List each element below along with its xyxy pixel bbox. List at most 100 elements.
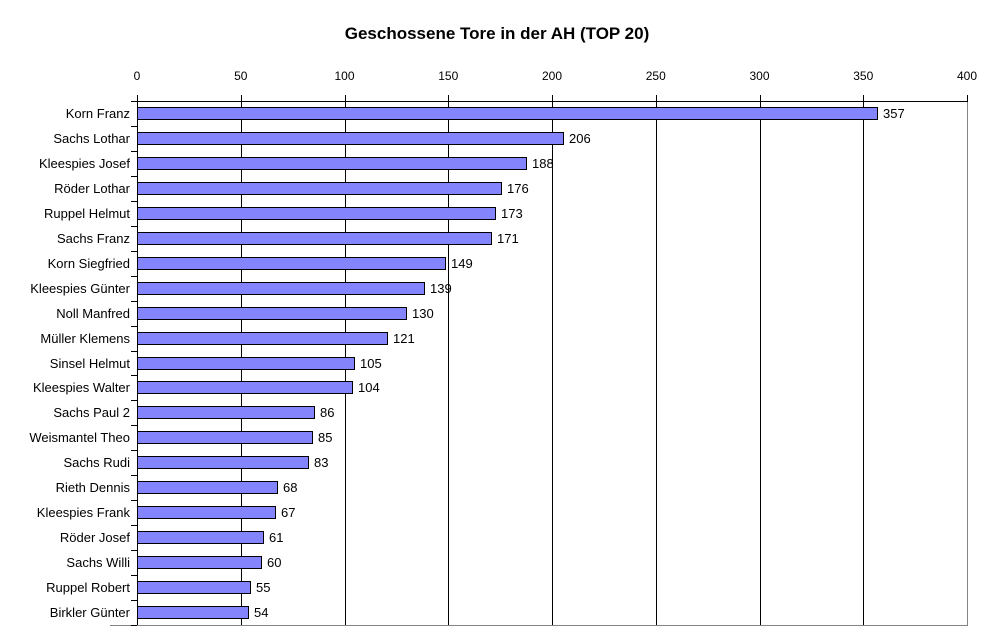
x-axis-tick-label: 250 <box>645 69 666 83</box>
value-label: 67 <box>281 505 296 520</box>
value-label: 357 <box>883 106 905 121</box>
value-label: 83 <box>314 455 329 470</box>
x-axis-tick-label: 150 <box>438 69 459 83</box>
chart-title: Geschossene Tore in der AH (TOP 20) <box>344 24 650 43</box>
x-axis-tick <box>552 95 553 101</box>
category-label: Sachs Paul 2 <box>53 405 130 420</box>
gridline <box>552 101 553 625</box>
category-label: Korn Franz <box>65 106 130 121</box>
y-axis-tick <box>131 176 137 177</box>
bar <box>137 357 355 370</box>
category-label: Kleespies Walter <box>32 380 130 395</box>
y-axis-tick <box>131 500 137 501</box>
bar <box>137 381 353 394</box>
category-label: Kleespies Josef <box>38 156 130 171</box>
bar <box>137 282 425 295</box>
y-axis-tick <box>131 201 137 202</box>
value-label: 85 <box>318 430 333 445</box>
value-label: 86 <box>320 405 335 420</box>
x-axis-tick-label: 300 <box>749 69 770 83</box>
category-label: Sachs Franz <box>57 231 130 246</box>
x-axis-tick <box>759 95 761 101</box>
category-label: Röder Josef <box>59 530 130 545</box>
category-label: Sachs Willi <box>66 555 130 570</box>
bar <box>137 431 313 444</box>
category-label: Sachs Rudi <box>63 455 130 470</box>
x-axis-tick <box>655 95 657 101</box>
value-label: 206 <box>569 131 591 146</box>
x-axis-tick <box>344 95 346 101</box>
value-label: 104 <box>358 380 380 395</box>
x-axis-tick-label: 350 <box>853 69 874 83</box>
y-axis-tick <box>131 475 137 476</box>
bar <box>137 332 388 345</box>
category-label: Sinsel Helmut <box>49 356 130 371</box>
category-label: Ruppel Helmut <box>44 206 130 221</box>
value-label: 176 <box>507 181 529 196</box>
bar <box>137 307 407 320</box>
value-label: 60 <box>267 555 282 570</box>
value-label: 149 <box>451 256 473 271</box>
value-label: 105 <box>360 356 382 371</box>
bar <box>137 182 502 195</box>
value-label: 173 <box>501 206 523 221</box>
value-label: 171 <box>497 231 519 246</box>
x-axis-tick <box>448 95 450 101</box>
bar <box>137 406 315 419</box>
x-axis-tick <box>137 95 138 101</box>
bar <box>137 506 276 519</box>
x-axis-line <box>137 101 968 102</box>
y-axis-tick <box>131 400 137 401</box>
gridline <box>863 101 865 625</box>
y-axis-tick <box>131 550 137 551</box>
bar <box>137 132 564 145</box>
bar <box>137 581 251 594</box>
bar <box>137 481 278 494</box>
x-axis-tick-label: 50 <box>234 69 248 83</box>
x-axis-tick-label: 0 <box>133 69 141 83</box>
bar <box>137 107 878 120</box>
y-axis-tick <box>131 276 137 277</box>
y-axis-tick <box>131 301 137 302</box>
x-axis-tick <box>240 95 242 101</box>
value-label: 55 <box>256 580 271 595</box>
category-label: Noll Manfred <box>56 306 130 321</box>
category-label: Müller Klemens <box>40 331 130 346</box>
y-axis-tick <box>131 425 137 426</box>
y-axis-tick <box>131 600 137 601</box>
gridline <box>759 101 761 625</box>
x-axis-tick <box>967 95 968 101</box>
bar <box>137 456 309 469</box>
category-label: Röder Lothar <box>54 181 130 196</box>
value-label: 188 <box>532 156 554 171</box>
y-axis-tick <box>131 251 137 252</box>
category-label: Korn Siegfried <box>47 256 130 271</box>
x-axis-tick <box>863 95 865 101</box>
x-axis-tick-label: 100 <box>334 69 355 83</box>
y-axis-tick <box>131 101 137 102</box>
bar <box>137 207 496 220</box>
bar <box>137 556 262 569</box>
value-label: 121 <box>393 331 415 346</box>
value-label: 61 <box>269 530 284 545</box>
value-label: 54 <box>254 605 269 620</box>
x-axis-tick-label: 200 <box>541 69 563 83</box>
bar <box>137 157 527 170</box>
category-label: Weismantel Theo <box>29 430 130 445</box>
category-label: Rieth Dennis <box>55 480 130 495</box>
value-label: 68 <box>283 480 298 495</box>
y-axis-tick <box>131 625 137 626</box>
gridline <box>448 101 450 625</box>
y-axis-tick <box>131 326 137 327</box>
category-label: Sachs Lothar <box>53 131 130 146</box>
y-axis-tick <box>131 375 137 376</box>
bar <box>137 531 264 544</box>
category-label: Ruppel Robert <box>46 580 130 595</box>
plot-bottom-border <box>110 625 967 626</box>
y-axis-tick <box>131 151 137 152</box>
y-axis-tick <box>131 126 137 127</box>
plot-right-border <box>967 101 968 626</box>
x-axis-tick-label: 400 <box>956 69 978 83</box>
y-axis-tick <box>131 575 137 576</box>
